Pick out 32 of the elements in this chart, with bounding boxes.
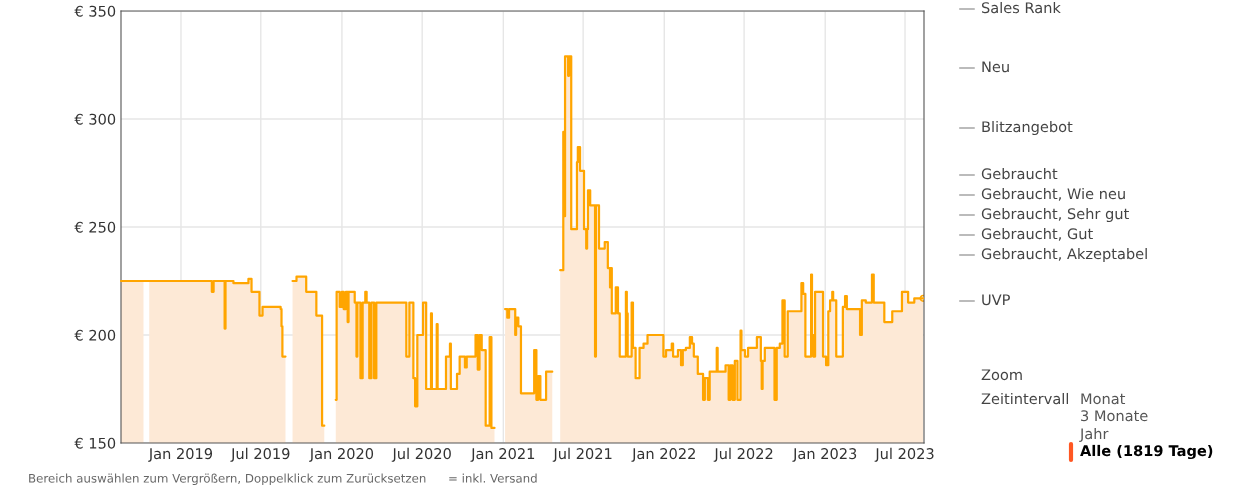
x-tick-label: Jan 2020	[309, 448, 374, 462]
y-tick-label: € 200	[74, 329, 116, 341]
y-tick-label: € 350	[74, 5, 116, 17]
x-tick-label: Jan 2019	[148, 448, 213, 462]
text: Jahr	[1079, 427, 1109, 442]
text: UVP	[982, 294, 1010, 306]
x-tick-label: Jan 2022	[631, 448, 695, 462]
x-tick-label: Jul 2022	[713, 447, 773, 462]
text: Sales Rank	[981, 1, 1061, 14]
x-tick-label: Jan 2023	[792, 448, 857, 462]
text: Zoom	[981, 369, 1022, 381]
text: Alle (1819 Tage)	[1080, 444, 1213, 460]
text: Monat	[1081, 393, 1126, 405]
x-tick-label: Jul 2020	[391, 447, 451, 462]
x-tick-label: Jul 2021	[552, 447, 612, 462]
x-tick-label: Jul 2019	[230, 447, 290, 462]
text: Blitzangebot	[982, 120, 1073, 136]
text: Gebraucht	[981, 167, 1058, 180]
text: Neu	[982, 61, 1009, 73]
text: = inkl. Versand	[449, 473, 537, 483]
text: Gebraucht, Akzeptabel	[981, 247, 1147, 263]
text: Zeitintervall	[981, 392, 1069, 405]
text: Gebraucht, Gut	[981, 227, 1093, 241]
y-tick-label: € 300	[74, 113, 116, 125]
text: Gebraucht, Wie neu	[981, 187, 1125, 201]
text: Bereich auswählen zum Vergrößern, Doppelklick zum Zurücksetzen	[29, 473, 426, 485]
text: 3 Monate	[1081, 410, 1148, 422]
y-tick-label: € 250	[74, 221, 116, 233]
x-tick-label: Jul 2023	[874, 447, 934, 462]
y-tick-label: € 150	[74, 437, 116, 449]
text: Gebraucht, Sehr gut	[981, 207, 1129, 223]
x-tick-label: Jan 2021	[470, 448, 535, 462]
